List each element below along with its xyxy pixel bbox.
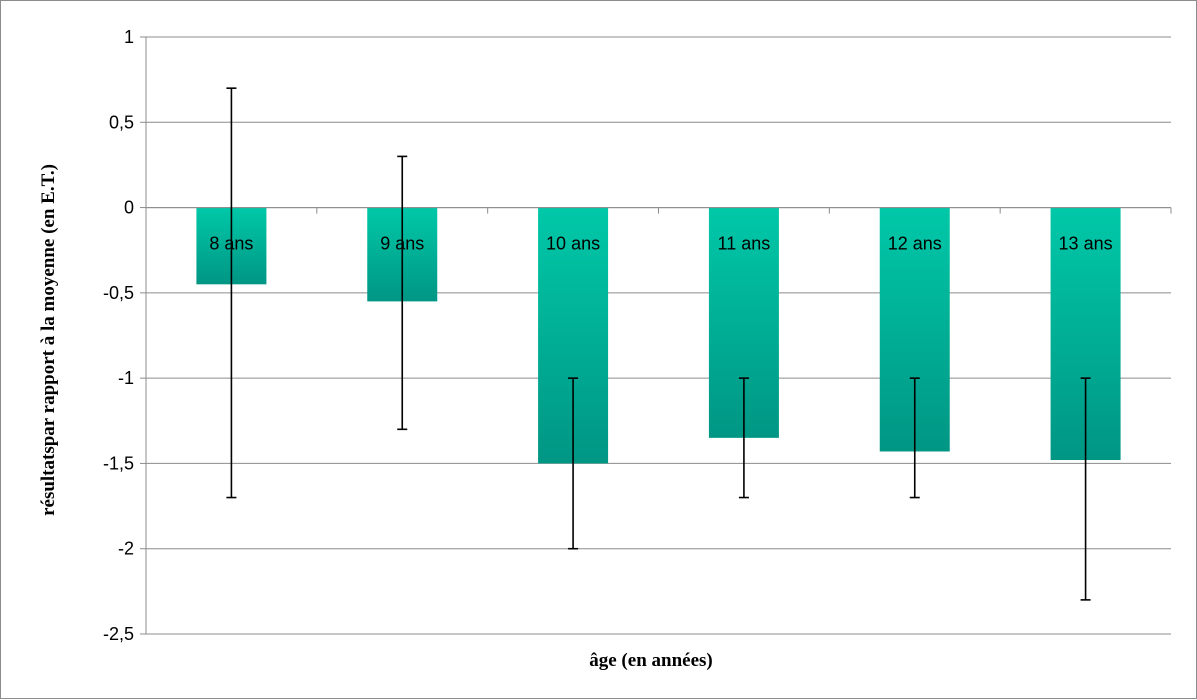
x-axis-line [145,207,1172,214]
error-bars [226,87,1091,601]
y-tick-label: -1 [118,368,134,388]
bar-label: 10 ans [546,234,600,254]
y-tick-label: -1,5 [103,453,134,473]
bar-label: 11 ans [718,234,771,254]
y-tick-label: -2,5 [103,624,134,644]
bar-label: 13 ans [1059,234,1113,254]
y-tick-label: 0 [124,198,134,218]
y-tick-label: -2 [118,539,134,559]
gridlines [140,36,1171,635]
x-axis-title: âge (en années) [589,650,712,671]
bar-label: 9 ans [380,234,424,254]
y-tick-labels: 1 0,5 0 -0,5 -1 -1,5 -2 -2,5 [103,27,134,644]
y-axis-title: résultatspar rapport à la moyenne (en E.… [38,164,59,516]
bar-labels: 8 ans 9 ans 10 ans 11 ans 12 ans 13 ans [209,234,1112,254]
bar-label: 8 ans [209,234,253,254]
y-tick-label: 0,5 [109,112,134,132]
bar-label: 12 ans [888,234,942,254]
y-tick-label: -0,5 [103,283,134,303]
bars [196,207,1121,464]
y-tick-label: 1 [124,27,134,47]
